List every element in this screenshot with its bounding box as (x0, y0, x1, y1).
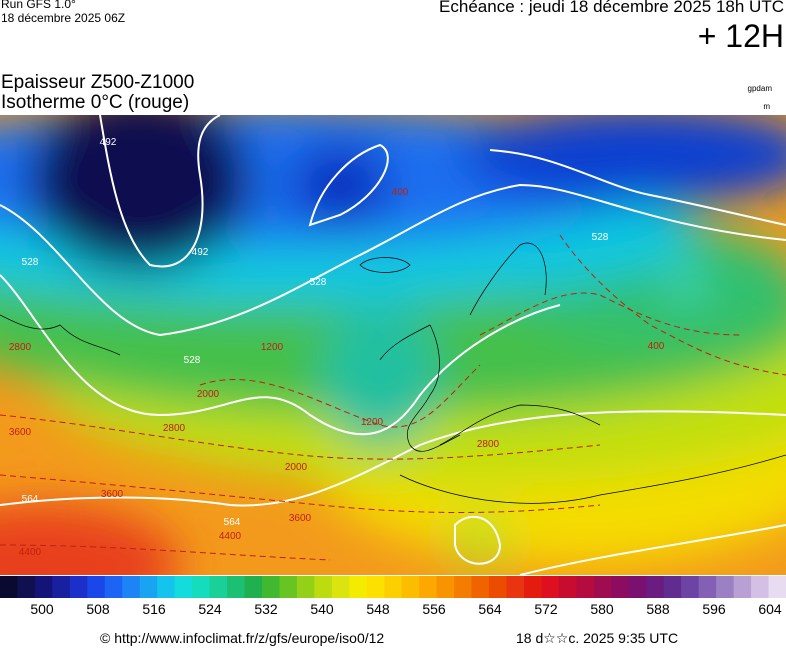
colorbar-label: 516 (142, 601, 166, 617)
colorbar-swatch (401, 576, 420, 598)
colorbar-label: 500 (30, 601, 54, 617)
contour-label: 528 (310, 277, 327, 288)
colorbar-label: 572 (534, 601, 558, 617)
colorbar-swatch (558, 576, 577, 598)
contour-label: 528 (184, 355, 201, 366)
lead-time: + 12H (697, 18, 784, 54)
contour-label: 1200 (361, 417, 384, 428)
contour-label: 2000 (285, 462, 308, 473)
colorbar-label: 540 (310, 601, 334, 617)
contour-label: 4400 (19, 547, 42, 558)
colorbar-swatch (541, 576, 560, 598)
colorbar-swatch (768, 576, 786, 598)
contour-label: 400 (392, 187, 409, 198)
colorbar (0, 576, 786, 598)
colorbar-swatch (174, 576, 193, 598)
contour-label: 4400 (219, 531, 242, 542)
colorbar-swatch (611, 576, 630, 598)
contour-label: 2800 (9, 342, 32, 353)
colorbar-swatch (576, 576, 595, 598)
colorbar-swatch (69, 576, 88, 598)
colorbar-label: 564 (478, 601, 502, 617)
title-line2: Isotherme 0°C (rouge) (1, 92, 190, 113)
colorbar-label: 596 (702, 601, 726, 617)
colorbar-swatch (34, 576, 53, 598)
contour-label: 528 (22, 257, 39, 268)
colorbar-swatch (192, 576, 211, 598)
colorbar-label: 524 (198, 601, 222, 617)
thickness-field: 492 492 528 528 528 528 564 564 400 400 1200 1200 20… (0, 115, 786, 575)
colorbar-swatch (593, 576, 612, 598)
valid-time: Echéance : jeudi 18 décembre 2025 18h UT… (439, 0, 784, 16)
colorbar-swatch (366, 576, 385, 598)
colorbar-label: 588 (646, 601, 670, 617)
colorbar-swatch (104, 576, 123, 598)
coastlines (0, 242, 786, 504)
colorbar-swatch (122, 576, 141, 598)
contour-label: 400 (648, 341, 665, 352)
contour-label: 564 (22, 494, 39, 505)
footer-source: © http://www.infoclimat.fr/z/gfs/europe/… (100, 630, 385, 646)
colorbar-swatch (384, 576, 403, 598)
colorbar-swatch (244, 576, 263, 598)
colorbar-swatch (454, 576, 473, 598)
colorbar-swatch (279, 576, 298, 598)
contour-label: 528 (592, 232, 609, 243)
contour-label: 2800 (477, 439, 500, 450)
colorbar-swatch (17, 576, 36, 598)
run-label: Run GFS 1.0° (1, 0, 76, 11)
colorbar-swatch (0, 576, 18, 598)
contour-label: 3600 (9, 427, 32, 438)
colorbar-swatch (489, 576, 508, 598)
colorbar-swatch (751, 576, 770, 598)
colorbar-swatch (698, 576, 717, 598)
colorbar-label: 532 (254, 601, 278, 617)
contour-label: 3600 (101, 489, 124, 500)
unit-thickness: gpdam (747, 84, 772, 93)
colorbar-swatch (628, 576, 647, 598)
colorbar-swatch (506, 576, 525, 598)
title-line1: Epaisseur Z500-Z1000 (1, 72, 195, 93)
colorbar-swatch (139, 576, 158, 598)
footer-generated: 18 d☆☆c. 2025 9:35 UTC (516, 630, 679, 646)
contour-label: 2800 (163, 423, 186, 434)
contour-label: 1200 (261, 342, 284, 353)
colorbar-swatch (419, 576, 438, 598)
colorbar-label: 604 (758, 601, 782, 617)
colorbar-label: 580 (590, 601, 614, 617)
colorbar-swatch (663, 576, 682, 598)
colorbar-swatch (331, 576, 350, 598)
contour-labels: 492 492 528 528 528 528 564 564 400 400 1200 1200 20… (9, 137, 665, 558)
contour-label: 2000 (197, 389, 220, 400)
colorbar-swatch (87, 576, 106, 598)
colorbar-label: 508 (86, 601, 110, 617)
contour-label: 492 (192, 247, 209, 258)
colorbar-swatch (349, 576, 368, 598)
unit-height: m (763, 102, 770, 111)
map: 492 492 528 528 528 528 564 564 400 400 1200 1200 20… (0, 115, 786, 575)
colorbar-swatch (157, 576, 176, 598)
contour-label: 564 (224, 517, 241, 528)
contour-label: 492 (100, 137, 117, 148)
colorbar-swatch (227, 576, 246, 598)
contour-label: 3600 (289, 513, 312, 524)
isotherm-contours (0, 234, 786, 561)
colorbar-swatch (681, 576, 700, 598)
colorbar-swatch (314, 576, 333, 598)
run-date: 18 décembre 2025 06Z (1, 11, 126, 25)
colorbar-swatch (733, 576, 752, 598)
thickness-contours (0, 115, 786, 575)
colorbar-swatch (716, 576, 735, 598)
colorbar-swatch (471, 576, 490, 598)
colorbar-swatch (209, 576, 228, 598)
colorbar-label: 556 (422, 601, 446, 617)
colorbar-swatch (436, 576, 455, 598)
colorbar-swatch (52, 576, 71, 598)
colorbar-label: 548 (366, 601, 390, 617)
colorbar-swatch (262, 576, 280, 598)
colorbar-swatch (296, 576, 315, 598)
colorbar-swatch (524, 576, 542, 598)
colorbar-swatch (646, 576, 665, 598)
